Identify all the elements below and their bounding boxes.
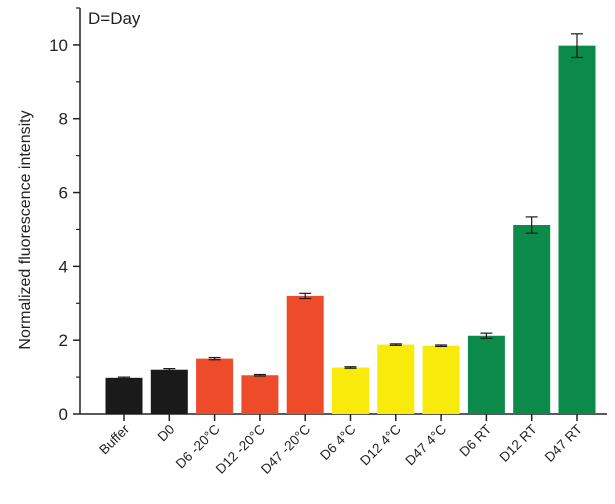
- error-bar: [208, 356, 221, 361]
- bar: [377, 344, 415, 414]
- bar: [332, 367, 369, 414]
- error-bar: [118, 376, 130, 380]
- x-tick-label: D47 -20°C: [258, 421, 313, 476]
- error-bar: [435, 344, 448, 348]
- x-tick-label: Buffer: [96, 421, 132, 457]
- y-tick-label: 6: [59, 184, 68, 203]
- bar: [105, 377, 143, 414]
- x-tick-label: D47 RT: [542, 422, 585, 465]
- bar: [513, 225, 551, 414]
- x-tick-label: D0: [155, 422, 178, 445]
- error-bar: [299, 292, 312, 300]
- bar-series: [105, 45, 596, 414]
- x-tick-label: D12 RT: [496, 422, 539, 465]
- y-tick-label: 10: [49, 36, 68, 55]
- x-tick-label: D6 RT: [457, 422, 495, 460]
- error-bar: [253, 373, 266, 377]
- error-bar: [344, 366, 357, 369]
- error-bar: [163, 368, 176, 372]
- x-tick-label: D12 4°C: [357, 421, 404, 468]
- error-bar: [389, 343, 402, 346]
- bar: [467, 335, 505, 414]
- x-tick-label: D6 4°C: [317, 421, 359, 463]
- bar: [286, 295, 324, 414]
- y-tick-label: 2: [59, 331, 68, 350]
- day-annotation: D=Day: [88, 9, 141, 28]
- bar: [422, 345, 460, 414]
- y-tick-label: 4: [59, 257, 68, 276]
- bar: [196, 358, 234, 414]
- y-tick-label: 0: [59, 405, 68, 424]
- bar: [241, 375, 279, 414]
- y-axis-ticks: 0 2 4 6 8 10: [49, 7, 80, 424]
- error-bar-series: [118, 33, 583, 380]
- bar: [558, 45, 596, 414]
- bar: [150, 369, 188, 414]
- y-axis-label: Normalized fluorescence intensity: [17, 110, 34, 349]
- error-bar: [525, 216, 538, 234]
- x-tick-label: D47 4°C: [402, 421, 449, 468]
- error-bar: [571, 33, 583, 59]
- error-bar: [480, 332, 493, 339]
- y-tick-label: 8: [59, 110, 68, 129]
